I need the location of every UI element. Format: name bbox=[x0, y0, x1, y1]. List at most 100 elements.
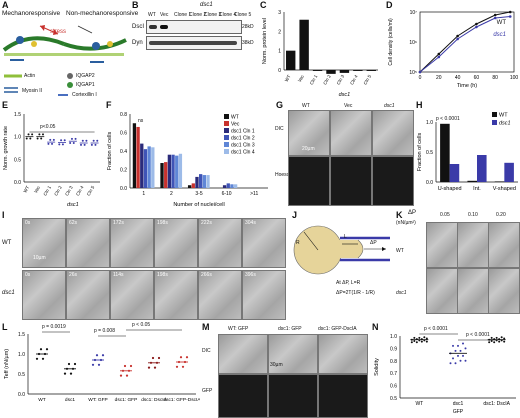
x-tick-label: Cln 3 bbox=[64, 185, 74, 197]
bar bbox=[202, 175, 206, 188]
stress-label: stress bbox=[50, 29, 67, 35]
data-point bbox=[493, 16, 497, 20]
legend-swatch bbox=[224, 114, 229, 119]
p-value-n2: p < 0.0001 bbox=[466, 332, 490, 338]
x-tick-label: dsc1 bbox=[453, 401, 464, 407]
bar bbox=[299, 19, 309, 70]
x-tick-label: WT bbox=[22, 185, 30, 194]
y-tick-label: 0.8 bbox=[390, 359, 397, 365]
data-point bbox=[63, 139, 66, 142]
data-point bbox=[35, 357, 39, 360]
frame-time: 266s bbox=[201, 272, 212, 278]
x-tick-label: Vec bbox=[297, 73, 305, 83]
data-point bbox=[58, 143, 61, 146]
legend-myosin: Myosin II bbox=[22, 88, 43, 94]
data-point bbox=[181, 365, 185, 368]
data-point bbox=[490, 339, 493, 342]
frame-time: 396s bbox=[245, 272, 256, 278]
eq1: At ΔP, L=R bbox=[336, 280, 361, 286]
data-point bbox=[41, 357, 45, 360]
p-value-l1: p = 0.0019 bbox=[42, 324, 66, 330]
legend-swatch bbox=[224, 121, 229, 126]
panel-label: N bbox=[372, 322, 379, 332]
group-label: dsc1 bbox=[339, 92, 351, 98]
data-point bbox=[500, 336, 503, 339]
x-tick-label: Cln 1 bbox=[309, 74, 319, 86]
bar bbox=[164, 162, 168, 188]
bar bbox=[449, 164, 460, 182]
y-axis-label: Teff (nN/µm) bbox=[4, 349, 10, 379]
col-dsc1-gfp: dsc1: GFP bbox=[278, 326, 302, 332]
panel-j: J R L ΔP At ΔP, L=R ΔP=2T(1/R - 1/R) bbox=[290, 210, 394, 322]
hoescht-vec bbox=[330, 156, 372, 206]
x-tick-label: 20 bbox=[436, 75, 442, 81]
timelapse-frame: 266s bbox=[198, 270, 242, 320]
legend-swatch bbox=[224, 149, 229, 154]
x-tick-label: Vec bbox=[33, 184, 41, 194]
panel-h: H 0.0 0.5 1.0 Fraction of cells U-shaped Int.… bbox=[414, 100, 520, 210]
legend-iqgap2: IQGAP2 bbox=[76, 73, 95, 79]
panel-k: K ΔP (nN/µm²) 0.05 0.10 0.20 WT dsc1 bbox=[394, 210, 520, 322]
dp-axis-label: ΔP bbox=[408, 210, 417, 216]
aspiration-diagram bbox=[293, 225, 390, 275]
col-wt-gfp: WT: GFP bbox=[228, 326, 249, 332]
bar bbox=[326, 70, 336, 74]
y-tick-label: 0.6 bbox=[120, 131, 127, 137]
bar bbox=[199, 174, 203, 188]
panel-label: B bbox=[132, 0, 139, 10]
k-wt-2 bbox=[457, 222, 489, 268]
legend-label: WT bbox=[499, 113, 508, 119]
data-point bbox=[413, 336, 416, 339]
legend-label: dsc1 bbox=[499, 121, 511, 127]
data-point bbox=[462, 342, 464, 345]
legend-swatch bbox=[492, 112, 497, 117]
dic-vec bbox=[330, 110, 372, 156]
data-point bbox=[83, 143, 86, 146]
lane-clone1: Clone 1 bbox=[174, 12, 192, 18]
y-tick-label: 0.0 bbox=[426, 180, 433, 186]
data-point bbox=[39, 348, 43, 351]
data-point bbox=[27, 133, 30, 136]
data-point bbox=[63, 372, 67, 375]
data-point bbox=[418, 70, 422, 74]
panel-g: G WT Vec dsc1 DIC Hoescht 20µm bbox=[274, 100, 414, 210]
y-tick-label: 0.5 bbox=[14, 157, 21, 163]
bar bbox=[286, 50, 296, 70]
series-line bbox=[419, 11, 511, 73]
frame-time: 62s bbox=[69, 220, 78, 226]
data-point bbox=[40, 137, 43, 140]
data-point bbox=[147, 366, 151, 369]
y-tick-label: 0.4 bbox=[120, 149, 127, 155]
bar bbox=[195, 176, 199, 188]
data-point bbox=[475, 22, 478, 26]
bar bbox=[160, 163, 164, 188]
data-point bbox=[60, 139, 63, 142]
bar bbox=[222, 185, 227, 188]
row-dsc1: dsc1 bbox=[2, 290, 15, 296]
legend-label: Vec bbox=[231, 122, 240, 128]
y-tick-label: 1.0 bbox=[18, 352, 25, 358]
y-axis-label: Norm. protein level bbox=[262, 18, 268, 64]
data-point bbox=[94, 143, 97, 146]
blot-dscI bbox=[146, 20, 242, 34]
timelapse-frame: 0s 10µm bbox=[22, 218, 66, 268]
data-point bbox=[123, 364, 127, 368]
bar bbox=[440, 123, 450, 182]
row-wt: WT bbox=[2, 240, 12, 246]
panel-label: J bbox=[292, 210, 298, 220]
frame-time: 222s bbox=[201, 220, 212, 226]
panel-label: G bbox=[276, 100, 284, 110]
row-dscI: DscI bbox=[132, 24, 144, 30]
panel-e: E 0.0 0.5 1.0 1.5 Norm. growth rate WT Vec Cln … bbox=[0, 100, 104, 210]
y-axis-label: Norm. growth rate bbox=[3, 126, 9, 170]
x-tick-label: Cln 1 bbox=[42, 185, 52, 197]
panel-label: A bbox=[2, 0, 9, 10]
panel-label: D bbox=[386, 0, 393, 10]
m-gfp-rescue bbox=[318, 374, 368, 418]
bar bbox=[140, 143, 144, 188]
x-tick-label: >11 bbox=[250, 191, 258, 197]
data-point bbox=[80, 143, 83, 146]
chart-l: 0.0 0.5 1.0 1.5 Teff (nN/µm) WT dsc1 WT: GFP dsc… bbox=[4, 329, 200, 403]
y-axis-label: Fraction of cells bbox=[107, 131, 113, 170]
m-dic-rescue bbox=[318, 334, 368, 374]
